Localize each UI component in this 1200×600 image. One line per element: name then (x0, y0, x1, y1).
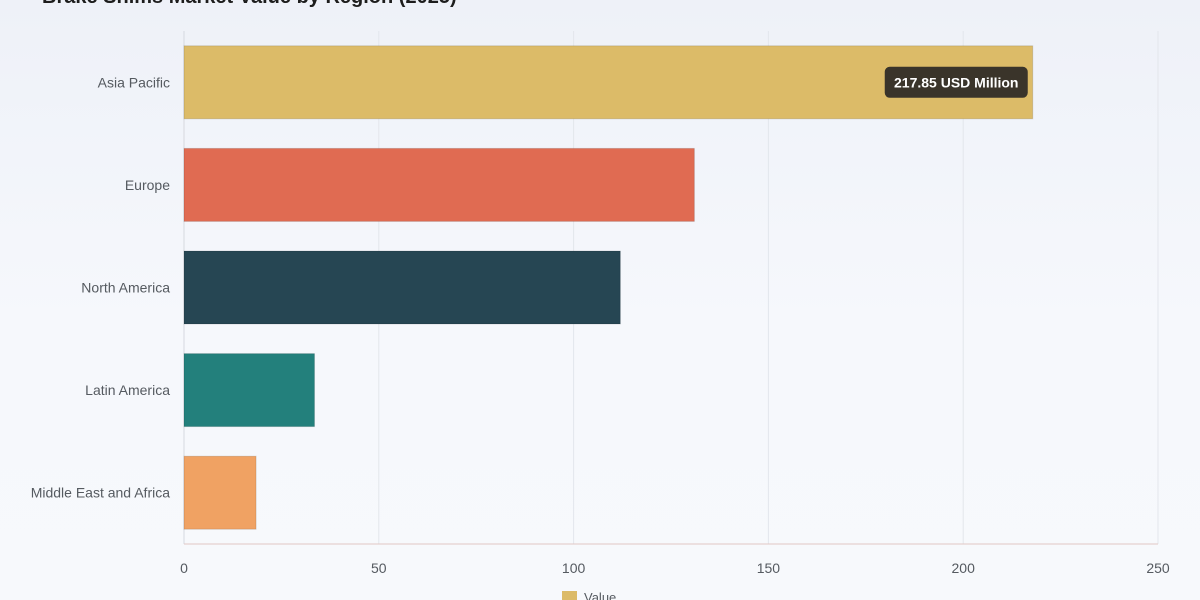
bar[interactable] (183, 147, 695, 222)
category-label: Latin America (85, 382, 170, 398)
legend[interactable]: Value (562, 590, 616, 600)
bar[interactable] (183, 455, 257, 530)
x-tick-label: 0 (180, 560, 188, 576)
legend-swatch[interactable] (562, 591, 577, 600)
bar[interactable] (183, 353, 316, 428)
bars (183, 45, 1034, 530)
x-tick-label: 150 (757, 560, 781, 576)
category-label: Europe (125, 177, 170, 193)
category-labels: Asia Pacific Europe North America Latin Ame… (31, 74, 171, 500)
tooltip-box (884, 66, 1028, 98)
category-label: North America (81, 280, 170, 296)
x-tick-label: 50 (371, 560, 387, 576)
x-tick-label: 200 (952, 560, 976, 576)
x-tick-label: 100 (562, 560, 586, 576)
category-label: Middle East and Africa (31, 485, 171, 501)
category-label: Asia Pacific (98, 74, 170, 90)
legend-label[interactable]: Value (584, 590, 616, 600)
x-axis-ticks: 0 50 100 150 200 250 (180, 560, 1170, 576)
chart-title: Brake Shims Market Value by Region (2025… (42, 0, 457, 9)
bar[interactable] (183, 250, 621, 325)
tooltip-text: 217.85 USD Million (894, 74, 1018, 90)
x-tick-label: 250 (1146, 560, 1170, 576)
tooltip: 217.85 USD Million (884, 66, 1028, 98)
